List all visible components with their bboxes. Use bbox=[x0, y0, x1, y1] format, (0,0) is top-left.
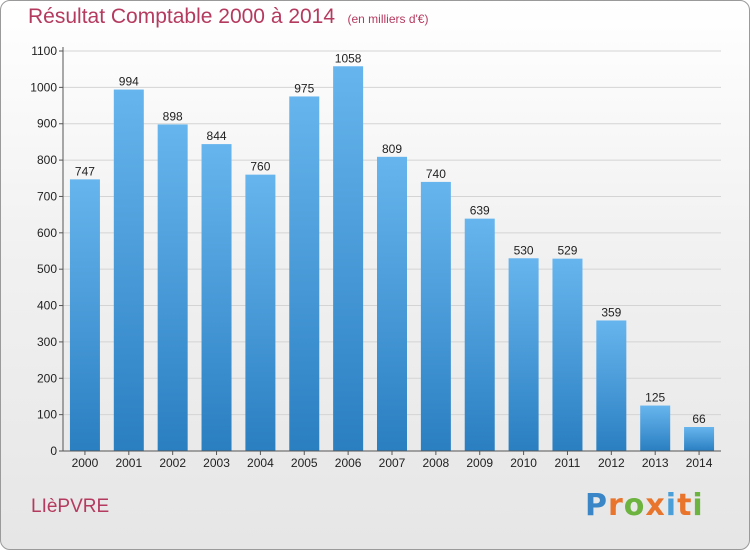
logo-letter: o bbox=[623, 488, 646, 523]
data-label: 529 bbox=[557, 244, 577, 258]
data-label: 747 bbox=[75, 164, 95, 178]
logo-letter: P bbox=[585, 488, 608, 523]
y-tick-label: 600 bbox=[37, 226, 57, 240]
bar bbox=[245, 174, 276, 452]
x-tick-label: 2008 bbox=[423, 456, 450, 470]
data-label: 125 bbox=[645, 391, 665, 405]
x-tick-label: 2014 bbox=[686, 456, 713, 470]
title-row: Résultat Comptable 2000 à 2014 (en milli… bbox=[28, 5, 428, 29]
bar bbox=[69, 179, 100, 451]
data-label: 809 bbox=[382, 142, 402, 156]
y-tick-label: 0 bbox=[50, 444, 57, 458]
data-label: 844 bbox=[207, 129, 227, 143]
x-tick-label: 2013 bbox=[642, 456, 669, 470]
y-tick-label: 300 bbox=[37, 335, 57, 349]
bar bbox=[113, 89, 144, 451]
y-tick-label: 500 bbox=[37, 262, 57, 276]
x-tick-label: 2010 bbox=[510, 456, 537, 470]
x-tick-label: 2007 bbox=[379, 456, 406, 470]
labels: 0 100 200 300 400 500 600 700 800 900 1000 1100 747 2… bbox=[30, 44, 712, 470]
data-label: 975 bbox=[294, 81, 314, 95]
bar bbox=[640, 405, 671, 451]
bar bbox=[289, 96, 320, 452]
data-label: 740 bbox=[426, 167, 446, 181]
data-label: 1058 bbox=[335, 51, 362, 65]
axes bbox=[59, 47, 721, 455]
x-tick-label: 2001 bbox=[115, 456, 142, 470]
bar bbox=[552, 258, 583, 451]
data-label: 66 bbox=[692, 412, 706, 426]
x-tick-label: 2002 bbox=[159, 456, 186, 470]
x-tick-label: 2005 bbox=[291, 456, 318, 470]
data-label: 760 bbox=[250, 160, 270, 174]
logo-letter: x bbox=[645, 488, 666, 523]
bar bbox=[157, 124, 188, 452]
data-label: 530 bbox=[514, 243, 534, 257]
x-tick-label: 2011 bbox=[555, 456, 581, 470]
y-tick-label: 700 bbox=[37, 189, 57, 203]
bar bbox=[333, 66, 364, 451]
bar bbox=[464, 218, 495, 451]
x-tick-label: 2004 bbox=[247, 456, 274, 470]
x-tick-label: 2003 bbox=[203, 456, 230, 470]
bar bbox=[596, 320, 627, 451]
proxiti-logo[interactable]: Proxiti bbox=[585, 488, 704, 523]
y-tick-label: 800 bbox=[37, 153, 57, 167]
y-tick-label: 400 bbox=[37, 299, 57, 313]
bars bbox=[69, 66, 715, 452]
data-label: 898 bbox=[163, 109, 183, 123]
y-tick-label: 1100 bbox=[31, 44, 57, 58]
x-tick-label: 2012 bbox=[598, 456, 625, 470]
y-tick-label: 100 bbox=[37, 408, 57, 422]
logo-letter: t bbox=[677, 488, 693, 523]
data-label: 359 bbox=[601, 305, 621, 319]
data-label: 639 bbox=[470, 204, 490, 218]
chart-subtitle: (en milliers d'€) bbox=[347, 12, 429, 26]
bar bbox=[377, 156, 407, 451]
logo-letter: i bbox=[665, 488, 678, 523]
data-label: 994 bbox=[119, 75, 139, 89]
y-tick-label: 1000 bbox=[30, 80, 57, 94]
y-tick-label: 900 bbox=[37, 117, 57, 131]
bar bbox=[201, 144, 232, 451]
x-tick-label: 2006 bbox=[335, 456, 362, 470]
bar bbox=[508, 258, 539, 451]
bar bbox=[420, 181, 451, 451]
logo-letter: i bbox=[692, 488, 704, 523]
bar bbox=[684, 427, 715, 451]
chart-title: Résultat Comptable 2000 à 2014 bbox=[28, 5, 336, 28]
y-tick-label: 200 bbox=[37, 371, 57, 385]
x-tick-label: 2009 bbox=[466, 456, 493, 470]
x-tick-label: 2000 bbox=[72, 456, 99, 470]
commune-name: LIèPVRE bbox=[31, 496, 110, 517]
logo-letter: r bbox=[608, 488, 624, 523]
